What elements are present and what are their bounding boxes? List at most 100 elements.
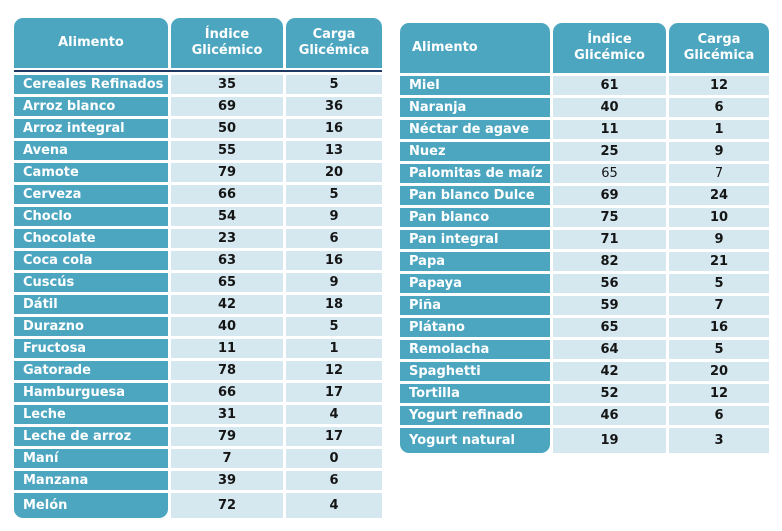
glycemic-index-cell: 69 <box>553 186 666 205</box>
food-name-cell: Papa <box>400 252 550 271</box>
glycemic-load-cell: 18 <box>286 295 382 314</box>
glycemic-load-cell: 17 <box>286 383 382 402</box>
glycemic-index-cell: 61 <box>553 76 666 95</box>
food-name-cell: Nuez <box>400 142 550 161</box>
glycemic-load-cell: 6 <box>669 98 769 117</box>
food-name-cell: Camote <box>14 163 168 182</box>
food-name-cell: Cereales Refinados <box>14 75 168 94</box>
table-row: Durazno 40 5 <box>14 317 382 336</box>
food-name-cell: Miel <box>400 76 550 95</box>
glycemic-index-cell: 64 <box>553 340 666 359</box>
glycemic-index-cell: 40 <box>171 317 283 336</box>
table-header-row: Alimento Índice Glicémico Carga Glicémica <box>400 23 769 73</box>
table-row: Dátil 42 18 <box>14 295 382 314</box>
food-name-cell: Yogurt natural <box>400 428 550 453</box>
table-row: Yogurt natural 19 3 <box>400 428 769 453</box>
glycemic-load-cell: 12 <box>669 76 769 95</box>
glycemic-load-cell: 1 <box>669 120 769 139</box>
table-row: Nuez 25 9 <box>400 142 769 161</box>
glycemic-load-cell: 36 <box>286 97 382 116</box>
table-row: Naranja 40 6 <box>400 98 769 117</box>
food-name-cell: Plátano <box>400 318 550 337</box>
table-row: Piña 59 7 <box>400 296 769 315</box>
glycemic-load-cell: 9 <box>669 230 769 249</box>
glycemic-index-cell: 79 <box>171 427 283 446</box>
glycemic-index-cell: 54 <box>171 207 283 226</box>
table-row: Papa 82 21 <box>400 252 769 271</box>
glycemic-load-cell: 0 <box>286 449 382 468</box>
column-header-alimento: Alimento <box>14 18 168 68</box>
table-row: Gatorade 78 12 <box>14 361 382 380</box>
food-name-cell: Coca cola <box>14 251 168 270</box>
glycemic-load-cell: 12 <box>286 361 382 380</box>
table-row: Pan blanco 75 10 <box>400 208 769 227</box>
table-row: Arroz integral 50 16 <box>14 119 382 138</box>
glycemic-load-cell: 4 <box>286 493 382 518</box>
table-row: Tortilla 52 12 <box>400 384 769 403</box>
glycemic-index-cell: 7 <box>171 449 283 468</box>
glycemic-load-cell: 1 <box>286 339 382 358</box>
table-row: Spaghetti 42 20 <box>400 362 769 381</box>
glycemic-index-cell: 65 <box>553 318 666 337</box>
glycemic-index-cell: 46 <box>553 406 666 425</box>
glycemic-load-cell: 16 <box>286 119 382 138</box>
food-name-cell: Gatorade <box>14 361 168 380</box>
column-header-alimento: Alimento <box>400 23 550 73</box>
glycemic-index-cell: 59 <box>553 296 666 315</box>
food-name-cell: Néctar de agave <box>400 120 550 139</box>
glycemic-load-cell: 6 <box>286 229 382 248</box>
food-name-cell: Papaya <box>400 274 550 293</box>
glycemic-load-cell: 4 <box>286 405 382 424</box>
table-row: Miel 61 12 <box>400 76 769 95</box>
glycemic-index-cell: 11 <box>171 339 283 358</box>
glycemic-load-cell: 24 <box>669 186 769 205</box>
table-row: Fructosa 11 1 <box>14 339 382 358</box>
table-row: Choclo 54 9 <box>14 207 382 226</box>
glycemic-load-cell: 16 <box>286 251 382 270</box>
table-row: Pan integral 71 9 <box>400 230 769 249</box>
food-name-cell: Piña <box>400 296 550 315</box>
glycemic-load-cell: 5 <box>286 75 382 94</box>
glycemic-index-cell: 35 <box>171 75 283 94</box>
glycemic-index-cell: 75 <box>553 208 666 227</box>
table-row: Leche 31 4 <box>14 405 382 424</box>
table-row: Hamburguesa 66 17 <box>14 383 382 402</box>
column-header-carga-glicemica: Carga Glicémica <box>669 23 769 73</box>
glycemic-load-cell: 16 <box>669 318 769 337</box>
glycemic-load-cell: 9 <box>669 142 769 161</box>
food-name-cell: Cerveza <box>14 185 168 204</box>
glycemic-load-cell: 6 <box>669 406 769 425</box>
food-name-cell: Naranja <box>400 98 550 117</box>
table-row: Coca cola 63 16 <box>14 251 382 270</box>
food-name-cell: Fructosa <box>14 339 168 358</box>
food-name-cell: Cuscús <box>14 273 168 292</box>
glycemic-index-cell: 42 <box>553 362 666 381</box>
glycemic-index-cell: 82 <box>553 252 666 271</box>
food-name-cell: Pan integral <box>400 230 550 249</box>
glycemic-index-cell: 42 <box>171 295 283 314</box>
glycemic-load-cell: 9 <box>286 273 382 292</box>
table-row: Manzana 39 6 <box>14 471 382 490</box>
glycemic-index-cell: 63 <box>171 251 283 270</box>
header-divider <box>14 70 382 72</box>
table-row: Cereales Refinados 35 5 <box>14 75 382 94</box>
table-row: Papaya 56 5 <box>400 274 769 293</box>
food-name-cell: Leche de arroz <box>14 427 168 446</box>
food-name-cell: Leche <box>14 405 168 424</box>
food-name-cell: Pan blanco Dulce <box>400 186 550 205</box>
table-row: Yogurt refinado 46 6 <box>400 406 769 425</box>
glycemic-index-cell: 66 <box>171 185 283 204</box>
food-name-cell: Melón <box>14 493 168 518</box>
food-name-cell: Remolacha <box>400 340 550 359</box>
table-row: Remolacha 64 5 <box>400 340 769 359</box>
glycemic-index-cell: 78 <box>171 361 283 380</box>
glycemic-index-cell: 69 <box>171 97 283 116</box>
food-name-cell: Tortilla <box>400 384 550 403</box>
food-name-cell: Pan blanco <box>400 208 550 227</box>
glycemic-index-cell: 66 <box>171 383 283 402</box>
food-name-cell: Avena <box>14 141 168 160</box>
glycemic-index-cell: 50 <box>171 119 283 138</box>
glycemic-index-cell: 52 <box>553 384 666 403</box>
glycemic-index-cell: 79 <box>171 163 283 182</box>
glycemic-load-cell: 12 <box>669 384 769 403</box>
